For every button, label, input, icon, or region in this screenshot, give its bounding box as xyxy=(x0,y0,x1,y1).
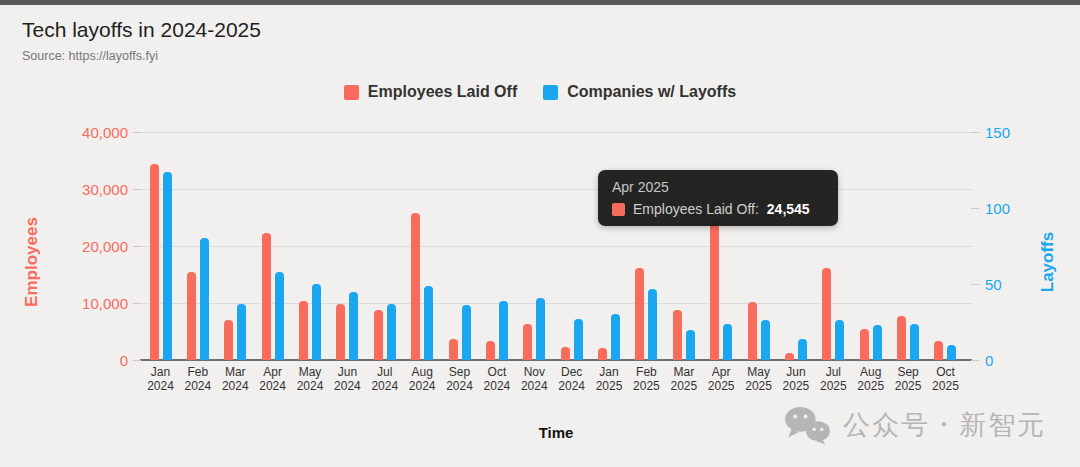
left-axis-tick-label: 20,000 xyxy=(18,238,128,255)
left-axis-tick-mark xyxy=(133,189,141,190)
bar-employees-jun-2025[interactable] xyxy=(785,353,794,360)
bar-employees-apr-2025[interactable] xyxy=(710,220,719,360)
bar-companies-oct-2024[interactable] xyxy=(499,301,508,360)
right-axis-tick-mark xyxy=(971,360,979,361)
gridline xyxy=(140,189,972,190)
bar-employees-jan-2025[interactable] xyxy=(598,348,607,360)
left-axis-tick-label: 10,000 xyxy=(18,295,128,312)
wechat-icon xyxy=(783,405,831,445)
bar-employees-nov-2024[interactable] xyxy=(523,324,532,360)
tooltip-title: Apr 2025 xyxy=(612,179,824,195)
bar-companies-dec-2024[interactable] xyxy=(574,319,583,360)
tooltip-series-label: Employees Laid Off: xyxy=(633,201,759,217)
tooltip-value: 24,545 xyxy=(767,201,810,217)
left-axis-tick-mark xyxy=(133,360,141,361)
right-axis-tick-label: 0 xyxy=(985,352,1045,369)
bar-employees-may-2025[interactable] xyxy=(748,302,757,360)
left-axis-tick-mark xyxy=(133,132,141,133)
right-axis-tick-mark xyxy=(971,132,979,133)
watermark: 公众号・新智元 xyxy=(783,405,1046,445)
bar-employees-jan-2024[interactable] xyxy=(150,164,159,360)
bar-employees-oct-2025[interactable] xyxy=(934,341,943,360)
bar-companies-nov-2024[interactable] xyxy=(536,298,545,360)
bar-employees-oct-2024[interactable] xyxy=(486,341,495,360)
bar-employees-sep-2025[interactable] xyxy=(897,316,906,360)
left-axis-tick-mark xyxy=(133,246,141,247)
bar-companies-jun-2025[interactable] xyxy=(798,339,807,360)
x-axis-tick-label: Oct2025 xyxy=(923,366,967,393)
bar-employees-jul-2025[interactable] xyxy=(822,268,831,360)
bar-companies-feb-2024[interactable] xyxy=(200,238,209,360)
watermark-text: 公众号・新智元 xyxy=(843,407,1046,443)
bar-employees-may-2024[interactable] xyxy=(299,301,308,360)
bar-companies-may-2024[interactable] xyxy=(312,284,321,360)
bar-employees-jul-2024[interactable] xyxy=(374,310,383,360)
bar-companies-jan-2024[interactable] xyxy=(163,172,172,360)
bar-companies-jul-2025[interactable] xyxy=(835,320,844,360)
bar-companies-apr-2025[interactable] xyxy=(723,324,732,360)
right-axis-title: Layoffs xyxy=(1038,202,1058,322)
bar-employees-jun-2024[interactable] xyxy=(336,304,345,360)
tooltip-series-swatch-icon xyxy=(612,203,625,216)
bar-employees-mar-2025[interactable] xyxy=(673,310,682,360)
bar-employees-apr-2024[interactable] xyxy=(262,233,271,360)
bar-employees-mar-2024[interactable] xyxy=(224,320,233,360)
bar-companies-may-2025[interactable] xyxy=(761,320,770,360)
right-axis-tick-label: 50 xyxy=(985,276,1045,293)
bar-companies-oct-2025[interactable] xyxy=(947,345,956,360)
left-axis-tick-mark xyxy=(133,303,141,304)
bar-companies-feb-2025[interactable] xyxy=(648,289,657,360)
left-axis-tick-label: 0 xyxy=(18,352,128,369)
bar-employees-dec-2024[interactable] xyxy=(561,347,570,360)
bar-employees-aug-2024[interactable] xyxy=(411,213,420,360)
bar-companies-aug-2025[interactable] xyxy=(873,325,882,360)
right-axis-tick-label: 150 xyxy=(985,124,1045,141)
right-axis-tick-mark xyxy=(971,284,979,285)
bar-companies-jul-2024[interactable] xyxy=(387,304,396,360)
left-axis-tick-label: 30,000 xyxy=(18,181,128,198)
bar-companies-mar-2024[interactable] xyxy=(237,304,246,360)
bar-companies-aug-2024[interactable] xyxy=(424,286,433,360)
bar-companies-mar-2025[interactable] xyxy=(686,330,695,360)
bar-companies-sep-2025[interactable] xyxy=(910,324,919,360)
bar-employees-feb-2024[interactable] xyxy=(187,272,196,360)
right-axis-tick-mark xyxy=(971,208,979,209)
left-axis-tick-label: 40,000 xyxy=(18,124,128,141)
bar-companies-sep-2024[interactable] xyxy=(462,305,471,360)
bar-employees-sep-2024[interactable] xyxy=(449,339,458,360)
bar-chart: Employees Layoffs Time 010,00020,00030,0… xyxy=(0,0,1080,467)
bar-employees-feb-2025[interactable] xyxy=(635,268,644,360)
bar-companies-apr-2024[interactable] xyxy=(275,272,284,360)
chart-tooltip: Apr 2025 Employees Laid Off: 24,545 xyxy=(598,170,838,226)
gridline xyxy=(140,132,972,133)
bar-companies-jan-2025[interactable] xyxy=(611,314,620,360)
tooltip-row: Employees Laid Off: 24,545 xyxy=(612,201,824,217)
bar-companies-jun-2024[interactable] xyxy=(349,292,358,360)
bar-employees-aug-2025[interactable] xyxy=(860,329,869,360)
right-axis-tick-label: 100 xyxy=(985,200,1045,217)
